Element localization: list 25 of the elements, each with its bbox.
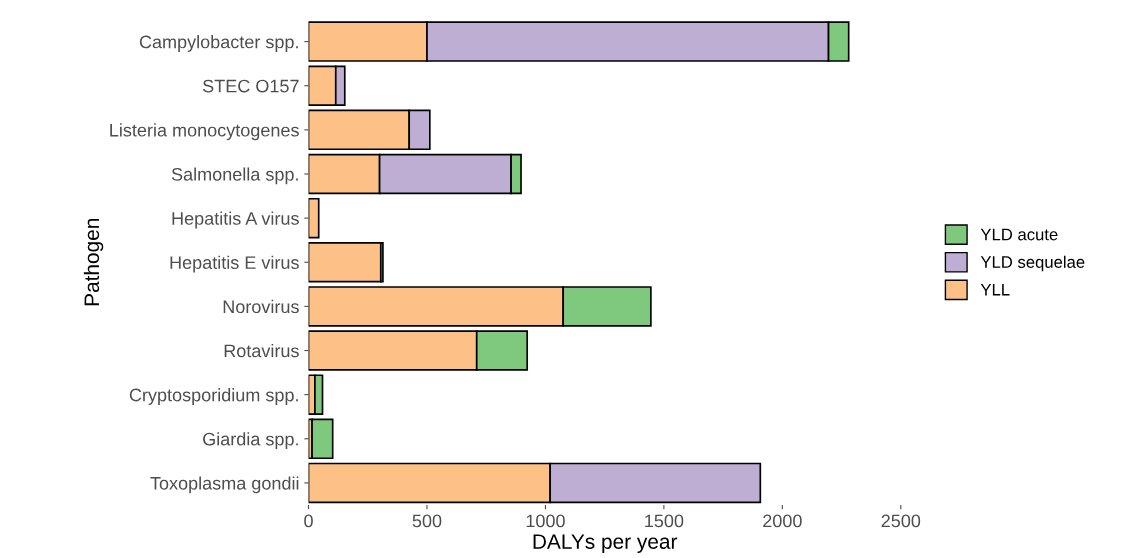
y-tick-label: Listeria monocytogenes xyxy=(110,123,299,141)
x-axis-title: DALYs per year xyxy=(533,534,678,554)
y-axis-title: Pathogen xyxy=(83,219,104,306)
y-tick-label: Toxoplasma gondii xyxy=(150,476,299,494)
x-tick-label: 1500 xyxy=(645,514,684,528)
y-tick-label: Hepatitis E virus xyxy=(170,255,299,273)
x-tick-label: 2000 xyxy=(763,514,802,528)
y-tick-label: Campylobacter spp. xyxy=(139,35,298,52)
y-tick-label: Cryptosporidium spp. xyxy=(129,388,298,405)
legend-label: YLD acute xyxy=(980,228,1058,241)
bar xyxy=(308,242,382,283)
x-tick-label: 1000 xyxy=(526,514,565,528)
bar xyxy=(308,197,320,239)
y-tick-label: Norovirus xyxy=(223,299,299,314)
x-tick-label: 2500 xyxy=(881,514,921,528)
y-tick-label: STEC O157 xyxy=(202,79,299,93)
y-tick-label: Rotavirus xyxy=(224,343,299,358)
y-tick-label: Salmonella spp. xyxy=(171,167,298,185)
x-tick-label: 0 xyxy=(304,514,313,528)
legend-label: YLL xyxy=(980,283,1010,296)
y-tick-label: Hepatitis A virus xyxy=(172,211,299,229)
bar xyxy=(311,418,334,460)
legend-label: YLD sequelae xyxy=(980,255,1085,272)
x-tick-label: 500 xyxy=(412,514,442,528)
y-tick-label: Giardia spp. xyxy=(203,432,298,450)
